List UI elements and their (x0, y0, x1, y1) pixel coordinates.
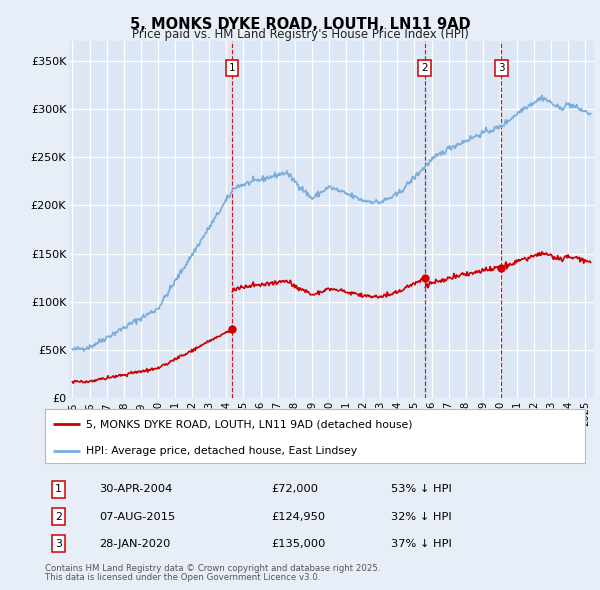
Text: 5, MONKS DYKE ROAD, LOUTH, LN11 9AD (detached house): 5, MONKS DYKE ROAD, LOUTH, LN11 9AD (det… (86, 419, 412, 429)
Text: 1: 1 (229, 63, 235, 73)
Text: 28-JAN-2020: 28-JAN-2020 (99, 539, 170, 549)
Text: 07-AUG-2015: 07-AUG-2015 (99, 512, 175, 522)
Text: 37% ↓ HPI: 37% ↓ HPI (391, 539, 451, 549)
Text: Price paid vs. HM Land Registry's House Price Index (HPI): Price paid vs. HM Land Registry's House … (131, 28, 469, 41)
Text: This data is licensed under the Open Government Licence v3.0.: This data is licensed under the Open Gov… (45, 573, 320, 582)
Text: 3: 3 (498, 63, 505, 73)
Text: 53% ↓ HPI: 53% ↓ HPI (391, 484, 451, 494)
Text: 5, MONKS DYKE ROAD, LOUTH, LN11 9AD: 5, MONKS DYKE ROAD, LOUTH, LN11 9AD (130, 17, 470, 31)
Text: £124,950: £124,950 (272, 512, 326, 522)
Text: 2: 2 (55, 512, 62, 522)
Text: 1: 1 (55, 484, 62, 494)
Text: HPI: Average price, detached house, East Lindsey: HPI: Average price, detached house, East… (86, 446, 356, 456)
Text: £135,000: £135,000 (272, 539, 326, 549)
Text: 32% ↓ HPI: 32% ↓ HPI (391, 512, 451, 522)
Text: £72,000: £72,000 (272, 484, 319, 494)
Text: Contains HM Land Registry data © Crown copyright and database right 2025.: Contains HM Land Registry data © Crown c… (45, 564, 380, 573)
Text: 2: 2 (421, 63, 428, 73)
Text: 3: 3 (55, 539, 62, 549)
Text: 30-APR-2004: 30-APR-2004 (99, 484, 172, 494)
